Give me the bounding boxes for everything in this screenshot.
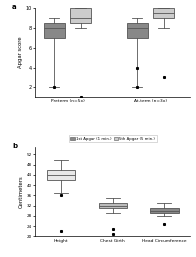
Y-axis label: Apgar score: Apgar score <box>18 37 23 68</box>
PathPatch shape <box>127 23 148 38</box>
Y-axis label: Centimeters: Centimeters <box>19 175 24 208</box>
PathPatch shape <box>70 8 91 23</box>
PathPatch shape <box>150 208 179 213</box>
PathPatch shape <box>47 170 75 180</box>
Legend: 1st Apgar (1 min.), 5th Apgar (5 min.): 1st Apgar (1 min.), 5th Apgar (5 min.) <box>69 135 157 142</box>
Text: a: a <box>12 4 17 10</box>
PathPatch shape <box>153 8 174 18</box>
PathPatch shape <box>99 203 127 208</box>
PathPatch shape <box>44 23 64 38</box>
Text: b: b <box>12 143 17 149</box>
